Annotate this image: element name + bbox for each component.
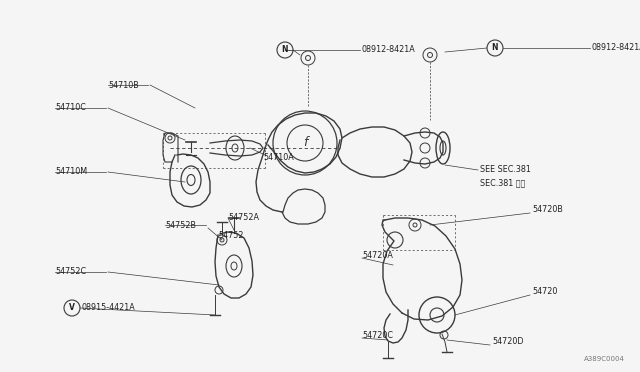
Text: SEC.381 参照: SEC.381 参照 (480, 179, 525, 187)
Text: 54720B: 54720B (532, 205, 563, 215)
Text: 54720C: 54720C (362, 330, 393, 340)
Text: 54720D: 54720D (492, 337, 524, 346)
Text: 54710A: 54710A (263, 154, 294, 163)
Text: 54710B: 54710B (108, 80, 139, 90)
Text: 54752B: 54752B (165, 221, 196, 230)
Text: V: V (69, 304, 75, 312)
Text: 54752A: 54752A (228, 214, 259, 222)
Text: 08915-4421A: 08915-4421A (82, 304, 136, 312)
Text: 54720: 54720 (532, 288, 557, 296)
Text: f: f (303, 137, 307, 150)
Text: 54710C: 54710C (55, 103, 86, 112)
Text: 54710M: 54710M (55, 167, 87, 176)
Text: N: N (282, 45, 288, 55)
Text: A389C0004: A389C0004 (584, 356, 625, 362)
Text: 08912-8421A: 08912-8421A (362, 45, 416, 55)
Text: 54720A: 54720A (362, 250, 393, 260)
Text: 54752: 54752 (218, 231, 243, 240)
Text: N: N (492, 44, 499, 52)
Text: SEE SEC.381: SEE SEC.381 (480, 166, 531, 174)
Text: 08912-8421A: 08912-8421A (592, 44, 640, 52)
Text: 54752C: 54752C (55, 267, 86, 276)
